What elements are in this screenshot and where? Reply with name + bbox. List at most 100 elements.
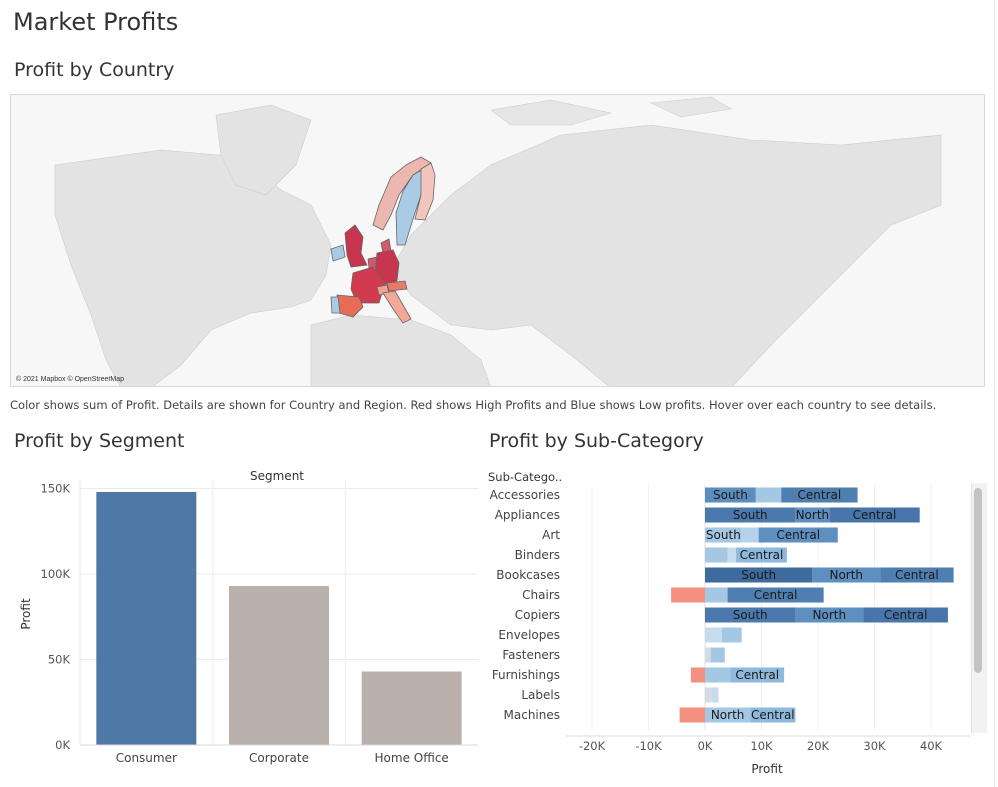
subcategory-label: Accessories xyxy=(490,488,560,502)
subcategory-bar-segment[interactable] xyxy=(705,647,711,663)
segment-chart-title: Profit by Segment xyxy=(14,430,185,452)
subcategory-bar-segment[interactable] xyxy=(727,547,737,563)
subcategory-label: Binders xyxy=(515,548,560,562)
subcategory-x-tick: 20K xyxy=(807,739,830,753)
subcategory-label: Labels xyxy=(521,688,560,702)
country-portugal[interactable] xyxy=(330,296,341,314)
subcategory-label: Fasteners xyxy=(502,648,560,662)
subcategory-bar-segment[interactable] xyxy=(705,507,796,523)
subcategory-segment-label: Central xyxy=(776,528,820,542)
subcategory-bar-segment[interactable] xyxy=(741,527,759,543)
subcategory-bar-segment[interactable] xyxy=(679,707,705,723)
subcategory-bar-segment[interactable] xyxy=(705,527,742,543)
subcategory-bar-segment[interactable] xyxy=(730,667,785,683)
subcategory-x-tick: -10K xyxy=(635,739,662,753)
subcategory-segment-label: South xyxy=(713,488,748,502)
subcategory-bar-segment[interactable] xyxy=(795,607,864,623)
subcategory-segment-label: Central xyxy=(735,668,779,682)
subcategory-bar-segment[interactable] xyxy=(705,667,731,683)
subcategory-x-tick: 10K xyxy=(750,739,773,753)
subcategory-bar-segment[interactable] xyxy=(705,547,728,563)
segment-y-axis-label: Profit xyxy=(19,598,33,630)
subcategory-x-tick: 0K xyxy=(698,739,713,753)
page-title: Market Profits xyxy=(13,8,179,36)
subcategory-bar-segment[interactable] xyxy=(863,607,948,623)
subcategory-segment-label: Central xyxy=(740,548,784,562)
country-austria[interactable] xyxy=(386,280,408,292)
subcategory-bar-segment[interactable] xyxy=(812,567,881,583)
subcategory-bar-segment[interactable] xyxy=(705,487,756,503)
subcategory-bar-segment[interactable] xyxy=(736,547,787,563)
subcategory-label: Chairs xyxy=(522,588,560,602)
subcategory-segment-label: Central xyxy=(895,568,939,582)
greenland-landmass xyxy=(215,104,312,196)
segment-category-label: Home Office xyxy=(375,751,449,765)
segment-category-label: Consumer xyxy=(116,751,177,765)
eurasia-landmass xyxy=(390,124,942,386)
subcategory-bar-segment[interactable] xyxy=(705,707,751,723)
subcategory-segment-label: Central xyxy=(798,488,842,502)
subcategory-bar-segment[interactable] xyxy=(727,587,824,603)
subcategory-segment-label: South xyxy=(733,508,768,522)
country-finland[interactable] xyxy=(414,162,436,221)
subcategory-header: Sub-Catego.. xyxy=(488,470,562,484)
subcategory-bar-segment[interactable] xyxy=(781,487,858,503)
subcategory-bar-segment[interactable] xyxy=(880,567,954,583)
subcategory-bar-segment[interactable] xyxy=(710,647,725,663)
subcategory-x-tick: -20K xyxy=(579,739,606,753)
subcategory-bar-segment[interactable] xyxy=(711,687,719,703)
subcategory-label: Furnishings xyxy=(492,668,560,682)
africa-landmass xyxy=(310,314,491,386)
subcategory-bar-segment[interactable] xyxy=(795,507,830,523)
profit-map[interactable]: © 2021 Mapbox © OpenStreetMap xyxy=(10,94,985,387)
segment-bar[interactable] xyxy=(229,586,329,745)
country-uk[interactable] xyxy=(344,224,368,268)
subcategory-segment-label: Central xyxy=(751,708,795,722)
subcategory-segment-label: North xyxy=(711,708,745,722)
subcategory-segment-label: North xyxy=(813,608,847,622)
subcategory-bar-segment[interactable] xyxy=(829,507,920,523)
subcategory-segment-label: South xyxy=(741,568,776,582)
country-spain[interactable] xyxy=(336,294,364,318)
subcategory-bar-segment[interactable] xyxy=(705,587,728,603)
segment-bar[interactable] xyxy=(96,491,197,745)
country-italy[interactable] xyxy=(382,290,412,324)
subcategory-bar-segment[interactable] xyxy=(721,627,742,643)
segment-y-tick: 150K xyxy=(41,482,71,496)
map-attribution[interactable]: © 2021 Mapbox © OpenStreetMap xyxy=(16,376,124,383)
subcategory-bar-segment[interactable] xyxy=(758,527,838,543)
subcategory-segment-label: Central xyxy=(884,608,928,622)
subcategory-segment-label: North xyxy=(829,568,863,582)
subcategory-bar-chart[interactable]: Sub-Catego.. Profit -20K -10K 0K 10K 20K 30K 4… xyxy=(480,462,970,782)
subcategory-x-tick: 30K xyxy=(863,739,886,753)
subcategory-bar-segment[interactable] xyxy=(755,487,782,503)
map-canvas[interactable] xyxy=(11,95,985,387)
subcategory-chart-title: Profit by Sub-Category xyxy=(489,430,704,452)
map-caption: Color shows sum of Profit. Details are s… xyxy=(10,398,937,412)
country-ireland[interactable] xyxy=(330,244,346,262)
segment-bar-chart[interactable]: Segment Profit 0K 50K 100K 150K Consumer Corp… xyxy=(0,462,480,782)
subcategory-scrollbar-thumb[interactable] xyxy=(974,488,982,673)
subcategory-x-tick: 40K xyxy=(920,739,943,753)
subcategory-bar-segment[interactable] xyxy=(705,687,712,703)
subcategory-bar-segment[interactable] xyxy=(705,607,796,623)
segment-y-tick: 0K xyxy=(55,738,70,752)
subcategory-segment-label: North xyxy=(796,508,830,522)
subcategory-label: Copiers xyxy=(515,608,560,622)
subcategory-bar-segment[interactable] xyxy=(705,567,813,583)
page-edge-divider xyxy=(994,0,995,787)
subcategory-segment-label: South xyxy=(733,608,768,622)
subcategory-bar-segment[interactable] xyxy=(705,627,722,643)
subcategory-label: Appliances xyxy=(495,508,560,522)
subcategory-bar-segment[interactable] xyxy=(750,707,796,723)
country-france[interactable] xyxy=(350,266,386,304)
subcategory-bar-segment[interactable] xyxy=(690,667,705,683)
segment-y-tick: 100K xyxy=(41,567,71,581)
subcategory-label: Machines xyxy=(504,708,560,722)
subcategory-label: Envelopes xyxy=(498,628,560,642)
subcategory-bar-segment[interactable] xyxy=(671,587,705,603)
north-america-landmass xyxy=(54,149,332,386)
subcategory-label: Bookcases xyxy=(496,568,560,582)
segment-bar[interactable] xyxy=(361,671,462,745)
subcategory-segment-label: Central xyxy=(754,588,798,602)
